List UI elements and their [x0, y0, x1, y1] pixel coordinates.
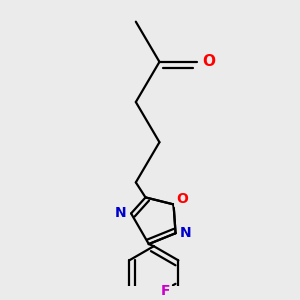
Text: O: O	[202, 54, 216, 69]
Text: N: N	[115, 206, 127, 220]
Text: N: N	[180, 226, 192, 240]
Text: O: O	[176, 192, 188, 206]
Text: F: F	[160, 284, 170, 298]
